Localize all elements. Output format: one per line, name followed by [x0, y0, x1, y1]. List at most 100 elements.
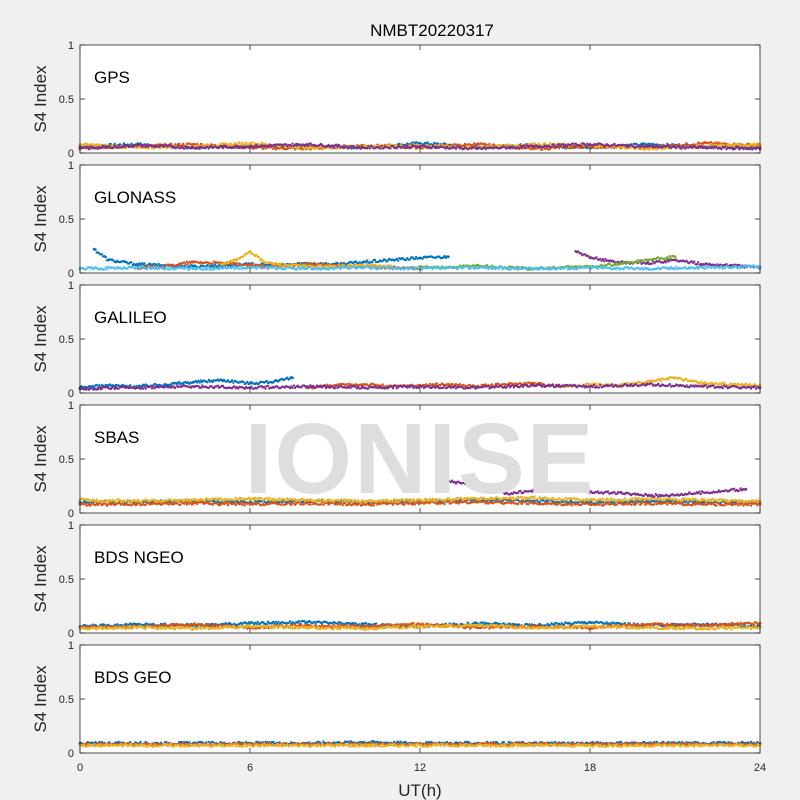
y-axis-label: S4 Index	[31, 305, 50, 373]
data-point	[235, 262, 239, 265]
data-point	[257, 256, 261, 259]
data-point	[599, 383, 602, 387]
data-point	[264, 147, 267, 150]
data-point	[667, 257, 670, 260]
data-point	[98, 386, 101, 389]
data-point	[541, 385, 544, 388]
data-point	[278, 145, 281, 148]
data-point	[733, 145, 736, 148]
data-point	[564, 147, 567, 150]
data-point	[221, 146, 225, 150]
data-point	[251, 141, 254, 144]
data-point	[105, 268, 109, 271]
data-point	[292, 384, 295, 387]
data-point	[104, 256, 108, 259]
data-point	[753, 385, 756, 388]
data-point	[261, 147, 265, 151]
data-point	[145, 267, 149, 271]
data-point	[573, 145, 576, 148]
y-tick-label: 1	[68, 160, 74, 172]
data-point	[239, 143, 243, 147]
data-point	[86, 386, 89, 389]
data-point	[250, 142, 253, 146]
data-point	[603, 260, 606, 263]
data-point	[575, 267, 579, 271]
data-point	[178, 142, 181, 145]
y-tick-label: 0	[68, 148, 74, 160]
data-point	[291, 386, 294, 390]
data-point	[104, 266, 108, 269]
data-point	[412, 266, 415, 269]
data-point	[167, 268, 171, 271]
data-point	[552, 143, 556, 146]
data-point	[718, 143, 722, 146]
data-point	[111, 144, 114, 147]
data-point	[584, 144, 588, 147]
data-point	[435, 382, 438, 385]
data-point	[335, 143, 338, 146]
data-point	[398, 142, 401, 146]
data-point	[541, 148, 544, 151]
data-point	[709, 141, 713, 144]
data-point	[265, 379, 268, 383]
data-point	[565, 265, 568, 269]
data-point	[198, 381, 201, 384]
data-point	[669, 257, 673, 260]
data-point	[614, 264, 617, 267]
data-point	[265, 265, 268, 268]
data-point	[390, 384, 393, 388]
data-point	[601, 258, 605, 261]
data-point	[266, 384, 270, 388]
data-point	[550, 145, 553, 149]
data-point	[497, 267, 500, 270]
data-point	[255, 267, 258, 270]
data-point	[405, 266, 409, 269]
data-point	[637, 261, 641, 264]
data-point	[487, 267, 490, 271]
data-point	[548, 147, 552, 151]
data-point	[306, 144, 310, 147]
data-point	[158, 147, 161, 150]
data-point	[143, 262, 146, 265]
data-point	[264, 387, 267, 390]
data-point	[323, 384, 326, 388]
data-point	[260, 257, 263, 261]
data-point	[206, 143, 209, 146]
data-point	[149, 384, 152, 388]
data-point	[212, 265, 216, 268]
data-point	[396, 259, 400, 262]
data-point	[214, 263, 217, 266]
data-point	[216, 384, 219, 387]
data-point	[241, 141, 244, 144]
data-point	[284, 143, 288, 146]
data-point	[546, 266, 549, 269]
data-point	[487, 384, 490, 388]
data-point	[703, 267, 706, 271]
data-point	[238, 267, 241, 271]
data-point	[675, 265, 678, 268]
data-point	[246, 380, 249, 384]
data-point	[721, 386, 724, 390]
data-point	[675, 146, 678, 150]
data-point	[597, 145, 601, 148]
data-point	[413, 257, 416, 261]
data-point	[169, 266, 172, 269]
data-point	[100, 253, 104, 256]
data-point	[426, 141, 429, 144]
y-tick-label: 1	[68, 40, 74, 52]
y-tick-label: 0.5	[59, 94, 74, 106]
data-point	[633, 147, 637, 151]
plot-area	[80, 45, 760, 153]
data-point	[667, 378, 670, 381]
data-point	[458, 383, 462, 386]
data-point	[85, 388, 88, 391]
data-point	[720, 265, 723, 268]
data-point	[704, 384, 708, 387]
y-tick-label: 0.5	[59, 334, 74, 346]
data-point	[381, 383, 384, 386]
data-point	[655, 144, 659, 147]
data-point	[487, 144, 490, 147]
data-point	[717, 141, 720, 144]
data-point	[98, 143, 101, 146]
